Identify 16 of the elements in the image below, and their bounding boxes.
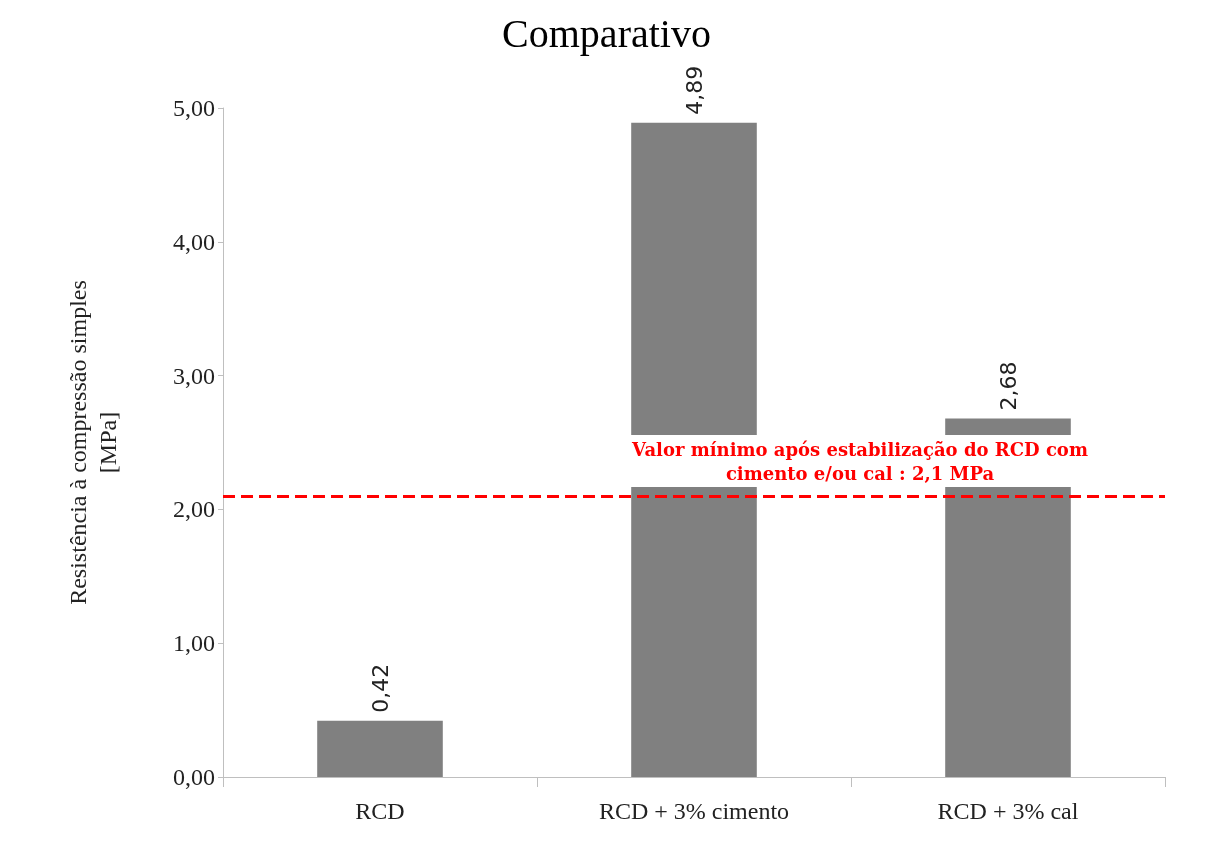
y-tick-label: 5,00: [173, 95, 215, 121]
y-tick-label: 3,00: [173, 362, 215, 389]
y-tick-label: 2,00: [173, 496, 215, 523]
ref-line-label: Valor mínimo após estabilização do RCD com cimento e/ou cal : 2,1 MPa: [631, 438, 1088, 484]
data-label: 2,68: [995, 361, 1021, 411]
y-tick-label: 0,00: [173, 764, 215, 790]
chart-title: Comparativo: [502, 10, 711, 56]
x-tick-label: RCD: [355, 798, 405, 824]
data-label: 0,42: [367, 663, 393, 713]
x-tick-label: RCD + 3% cal: [937, 798, 1079, 824]
data-label: 4,89: [681, 65, 707, 115]
y-axis-title: Resistência à compressão simples [MPa]: [65, 280, 121, 605]
x-tick-label: RCD + 3% cimento: [598, 798, 790, 824]
y-tick-label: 4,00: [173, 228, 215, 255]
y-tick-label: 1,00: [173, 630, 215, 657]
bar: [317, 720, 443, 777]
